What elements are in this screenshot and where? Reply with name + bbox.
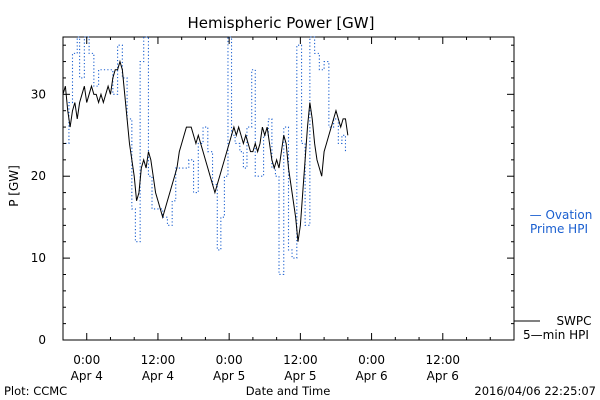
x-tick-date: Apr 6 — [355, 369, 387, 383]
legend-swpc-line1: SWPC — [556, 314, 591, 328]
x-axis-label: Date and Time — [246, 384, 331, 398]
x-tick-time: 12:00 — [283, 353, 318, 367]
x-tick-date: Apr 4 — [71, 369, 103, 383]
series-swpc-line — [62, 59, 349, 242]
legend: — Ovation Prime HPI SWPC 5—min HPI — [514, 208, 592, 342]
x-tick-date: Apr 4 — [142, 369, 174, 383]
y-tick-label: 0 — [38, 333, 46, 347]
x-tick-time: 12:00 — [141, 353, 176, 367]
plot-frame — [62, 36, 515, 341]
x-axis: 0:00 Apr 4 12:00 Apr 4 0:00 Apr 5 12:00 Apr 5 0:… — [62, 37, 515, 383]
x-tick-time: 12:00 — [425, 353, 460, 367]
legend-ovation-line1: — Ovation — [530, 208, 593, 222]
y-axis-label: P [GW] — [7, 165, 21, 207]
x-tick-time: 0:00 — [73, 353, 100, 367]
x-tick-date: Apr 5 — [213, 369, 245, 383]
x-tick-date: Apr 5 — [284, 369, 316, 383]
plot-area: 0 10 20 30 0:00 Apr 4 12:00 Apr 4 0:00 Apr 5 12:0… — [31, 36, 515, 383]
x-tick-time: 0:00 — [358, 353, 385, 367]
y-axis: 0 10 20 30 — [31, 44, 514, 347]
legend-ovation-line2: Prime HPI — [530, 222, 588, 236]
x-tick-date: Apr 6 — [427, 369, 459, 383]
y-tick-label: 10 — [31, 251, 46, 265]
x-tick-time: 0:00 — [216, 353, 243, 367]
y-tick-label: 30 — [31, 87, 46, 101]
chart-title: Hemispheric Power [GW] — [188, 14, 375, 32]
y-tick-label: 20 — [31, 169, 46, 183]
footer-left: Plot: CCMC — [4, 384, 67, 398]
series-layer — [62, 36, 349, 276]
legend-swpc-line2: 5—min HPI — [523, 328, 589, 342]
series-ovation-prime-line — [65, 36, 347, 276]
footer-right: 2016/04/06 22:25:07 — [474, 384, 596, 398]
